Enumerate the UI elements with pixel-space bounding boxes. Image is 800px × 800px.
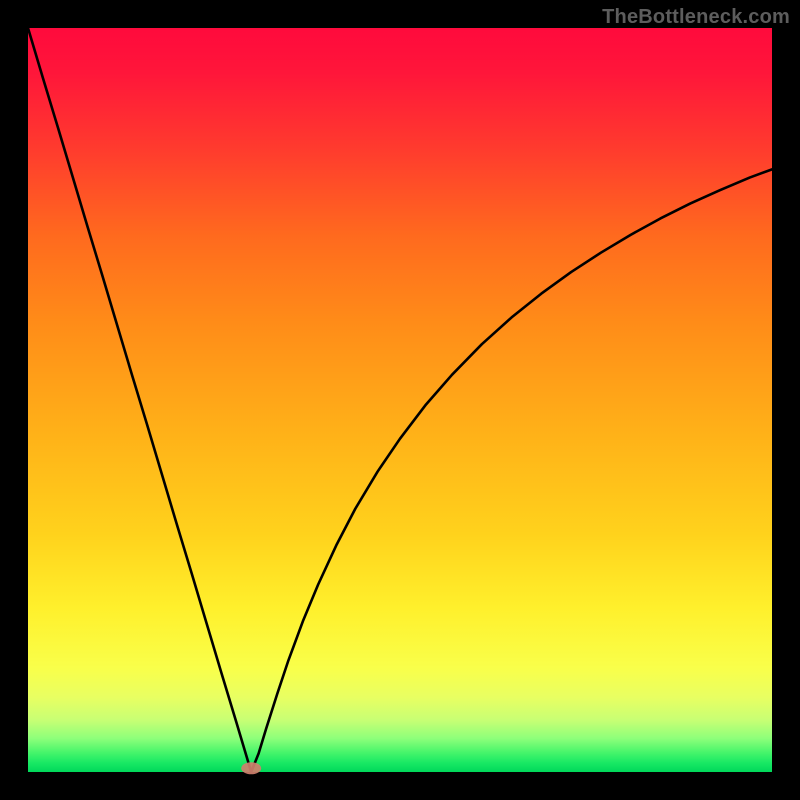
bottleneck-chart: TheBottleneck.com [0, 0, 800, 800]
watermark-text: TheBottleneck.com [602, 6, 790, 29]
chart-svg [0, 0, 800, 800]
minimum-marker [241, 762, 261, 774]
